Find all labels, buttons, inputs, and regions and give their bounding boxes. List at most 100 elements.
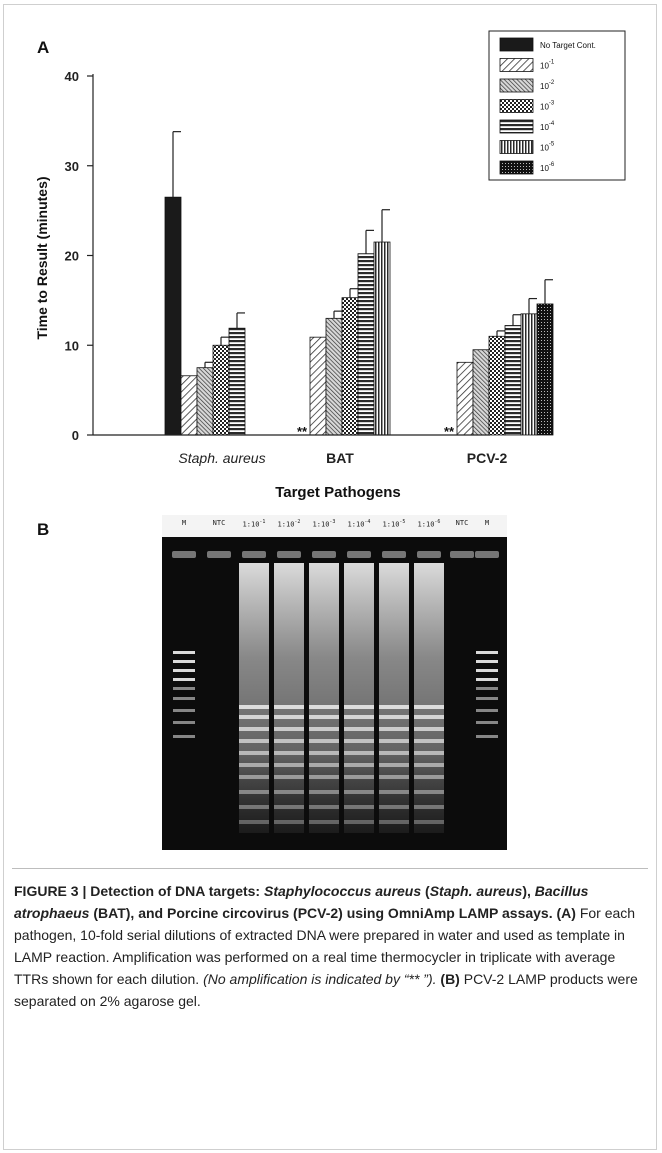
gel-lane-label: 1:10-3	[312, 519, 336, 529]
lamp-band	[239, 820, 269, 824]
bar	[373, 241, 391, 436]
bar	[456, 361, 474, 436]
caption-divider	[12, 868, 648, 869]
panel-a-label: A	[37, 38, 50, 57]
bar-chart: 0 10 20 30 40 Time to Result (minutes) Target …	[34, 30, 626, 501]
caption-b-text: PCV-2 LAMP products were separated on 2%…	[14, 971, 638, 1009]
ladder-band	[476, 735, 498, 738]
lamp-band	[344, 763, 374, 767]
y-axis-title: Time to Result (minutes)	[34, 176, 50, 339]
caption-paren-close: ),	[522, 883, 535, 899]
no-amplification-marker: **	[444, 424, 455, 439]
bar	[504, 325, 522, 436]
caption-species-2: Bacillus atrophaeus	[14, 883, 589, 921]
lamp-band	[239, 727, 269, 731]
lamp-band	[379, 775, 409, 779]
figure-frame	[3, 4, 657, 1150]
gel-well	[312, 551, 336, 558]
lamp-band	[309, 727, 339, 731]
gel-bands	[172, 551, 499, 833]
bar	[196, 367, 214, 436]
legend-swatch	[499, 37, 534, 52]
lamp-smear	[239, 563, 269, 833]
caption-species-abbrev: Staph. aureus	[429, 883, 523, 899]
ladder-band	[476, 660, 498, 663]
x-category-label: PCV-2	[467, 450, 508, 466]
ladder-band	[173, 697, 195, 700]
gel-lane-label: 1:10-4	[347, 519, 371, 529]
lamp-band	[414, 775, 444, 779]
y-tick-label: 40	[65, 69, 79, 84]
lamp-band	[414, 715, 444, 719]
lamp-band	[344, 820, 374, 824]
lamp-smear	[344, 563, 374, 833]
lamp-band	[239, 739, 269, 743]
ladder-band	[173, 669, 195, 672]
y-tick-label: 30	[65, 159, 79, 174]
gel-well	[207, 551, 231, 558]
gel-well	[172, 551, 196, 558]
ladder-band	[173, 678, 195, 681]
ladder-band	[476, 721, 498, 724]
bar	[180, 375, 198, 436]
lamp-band	[344, 775, 374, 779]
lamp-band	[344, 805, 374, 809]
ladder-band	[173, 721, 195, 724]
legend-label: No Target Cont.	[540, 41, 596, 50]
lamp-band	[309, 775, 339, 779]
gel-lane-label: M	[484, 519, 490, 527]
ladder-band	[173, 687, 195, 690]
gel-lane-header	[162, 515, 507, 537]
lamp-band	[414, 751, 444, 755]
gel-well	[450, 551, 474, 558]
legend-label: 10-3	[540, 101, 555, 112]
gel-lane-label: NTC	[455, 519, 469, 527]
ladder-band	[476, 687, 498, 690]
lamp-band	[309, 790, 339, 794]
lamp-band	[414, 705, 444, 709]
agarose-gel-image: M NTC 1:10-1 1:10-2 1:10-3 1:10-4 1:10-5 1:10-6…	[162, 515, 507, 850]
lamp-smear	[309, 563, 339, 833]
ladder-band	[476, 651, 498, 654]
gel-well	[417, 551, 441, 558]
x-axis-title: Target Pathogens	[275, 484, 401, 501]
legend-swatch	[499, 160, 534, 175]
caption-paren-open: (	[421, 883, 430, 899]
caption-title: FIGURE 3 | Detection of DNA targets:	[14, 883, 264, 899]
gel-well	[475, 551, 499, 558]
lamp-band	[379, 820, 409, 824]
lamp-band	[274, 739, 304, 743]
lamp-band	[379, 751, 409, 755]
ladder-band	[476, 669, 498, 672]
lamp-band	[414, 805, 444, 809]
lamp-band	[309, 751, 339, 755]
lamp-band	[379, 763, 409, 767]
caption-a-label: (A)	[556, 905, 576, 921]
lamp-band	[414, 739, 444, 743]
bar	[357, 253, 375, 436]
lamp-band	[309, 805, 339, 809]
caption-a-text: For each pathogen, 10-fold serial diluti…	[14, 905, 636, 987]
lamp-band	[414, 820, 444, 824]
lamp-band	[379, 727, 409, 731]
lamp-band	[239, 705, 269, 709]
bar	[212, 344, 230, 436]
gel-well	[277, 551, 301, 558]
lamp-band	[274, 715, 304, 719]
lamp-band	[379, 790, 409, 794]
lamp-band	[274, 790, 304, 794]
ladder-band	[476, 709, 498, 712]
gel-lane-label: M	[181, 519, 187, 527]
lamp-band	[274, 751, 304, 755]
bar	[164, 196, 182, 436]
lamp-band	[274, 763, 304, 767]
gel-well	[382, 551, 406, 558]
lamp-band	[414, 727, 444, 731]
no-amplification-marker: **	[297, 424, 308, 439]
lamp-smear	[379, 563, 409, 833]
bar	[472, 349, 490, 436]
legend-swatch	[499, 140, 534, 154]
lamp-smear	[414, 563, 444, 833]
ladder-band	[173, 735, 195, 738]
lamp-band	[379, 705, 409, 709]
